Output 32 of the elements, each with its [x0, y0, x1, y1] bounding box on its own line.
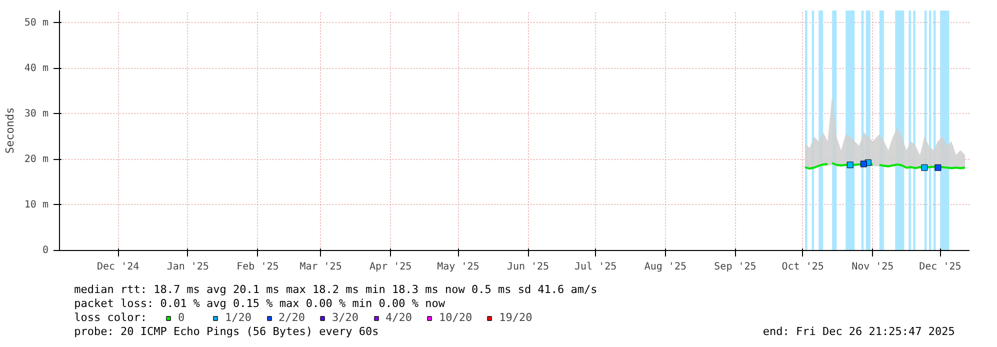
text: probe: 20 ICMP Echo Pings (56 Bytes) every 60s — [74, 325, 379, 338]
x-tick-label: Apr '25 — [370, 262, 412, 272]
text: median rtt: 18.7 ms avg 20.1 ms max 18.2 ms min 18.3 ms now 0.5 ms sd 41.6 am/s — [74, 283, 598, 296]
x-tick-label: Dec '24 — [96, 262, 140, 272]
y-tick-label: 40 m — [24, 62, 49, 74]
x-tick-label: Feb '25 — [236, 262, 279, 272]
legend-label: 0 — [178, 311, 186, 324]
y-tick-label: 10 m — [24, 199, 49, 210]
x-tick-label: Jan '25 — [166, 262, 209, 272]
legend-label: 10/20 — [439, 311, 472, 324]
x-tick-label: Aug '25 — [644, 262, 686, 272]
x-tick-label: Jun '25 — [506, 262, 550, 272]
y-tick-label: 0 — [42, 245, 49, 256]
y-tick-label: 50 m — [24, 17, 49, 28]
text: packet loss: 0.01 % avg 0.15 % max 0.00 % min 0.00 % now — [74, 297, 446, 310]
x-tick-label: Oct '25 — [782, 262, 824, 272]
x-tick-label: Sep '25 — [714, 262, 756, 272]
x-tick-label: Mar '25 — [300, 262, 342, 272]
y-tick-label: 30 m — [24, 108, 49, 120]
text: end: Fri Dec 26 21:25:47 2025 — [762, 325, 955, 338]
legend-label: 3/20 — [332, 311, 358, 324]
legend-title: loss color: — [74, 311, 147, 324]
y-tick-label: 20 m — [24, 154, 49, 165]
x-tick-label: Jul '25 — [574, 262, 617, 272]
x-tick-label: May '25 — [437, 262, 480, 272]
legend-label: 2/20 — [278, 311, 305, 324]
x-tick-label: Dec '25 — [919, 262, 962, 272]
y-axis-title: Seconds — [3, 107, 16, 154]
legend-label: 19/20 — [499, 311, 532, 324]
x-tick-label: Nov '25 — [852, 262, 894, 272]
legend-label: 1/20 — [225, 311, 252, 324]
legend-label: 4/20 — [386, 311, 412, 324]
